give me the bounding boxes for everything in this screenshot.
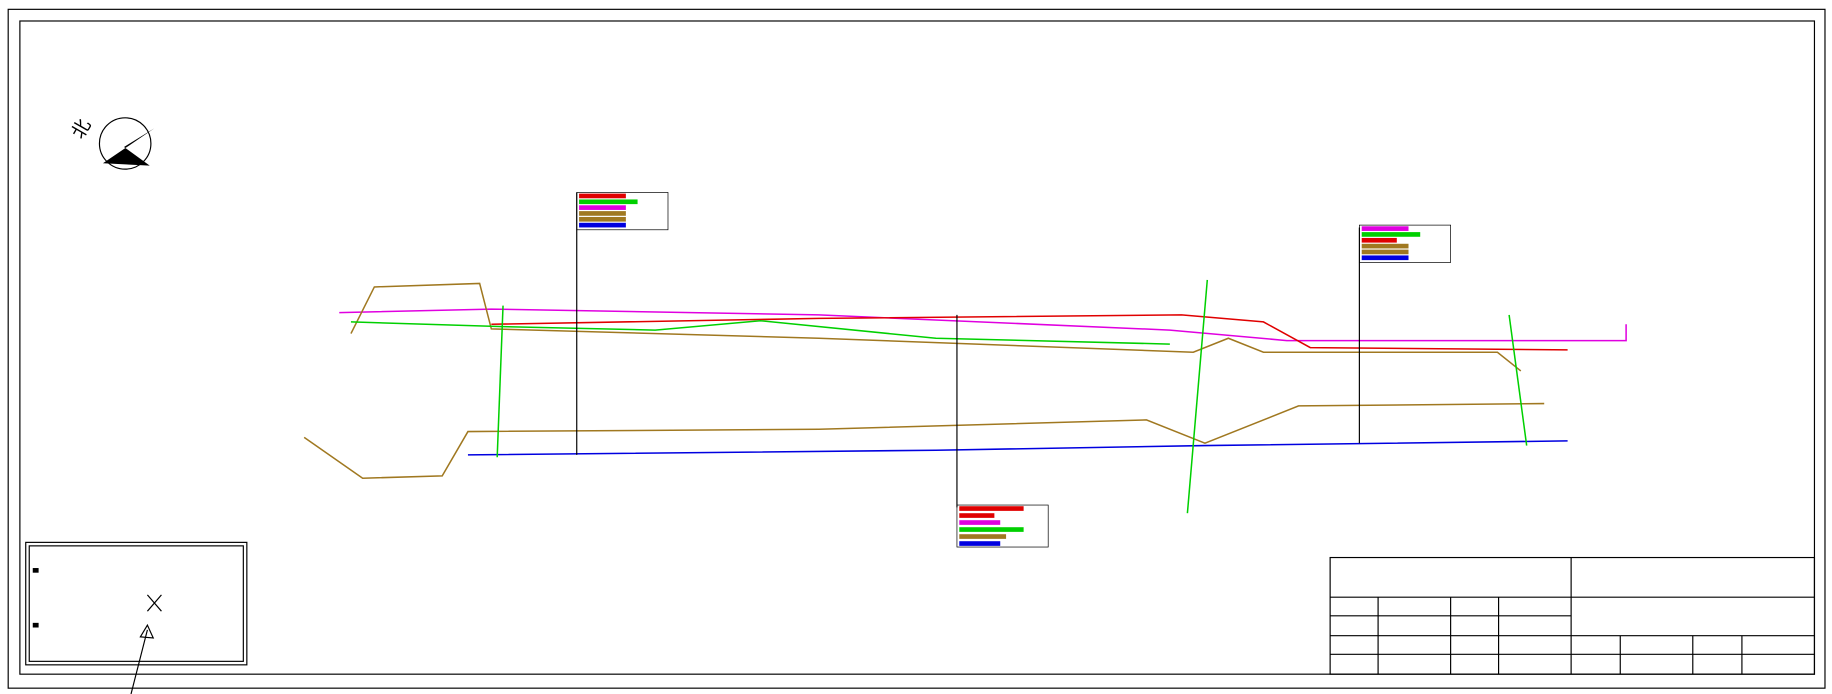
compass-ring [98, 117, 152, 170]
legend-swatch [959, 527, 1024, 532]
legend-frame [1359, 224, 1451, 263]
inset-frame [25, 541, 248, 666]
cross-mark [146, 594, 162, 612]
legend-swatch [579, 199, 638, 205]
legend-swatch [1361, 243, 1409, 249]
legend-swatch [959, 520, 1001, 525]
north-label: 北 [68, 116, 96, 143]
legend-frame [956, 504, 1049, 548]
legend-box [956, 504, 1049, 548]
pink-pipe [339, 308, 1627, 342]
legend-swatch [959, 541, 1001, 546]
cursor-arrow [130, 623, 155, 694]
leader-lines [576, 192, 1360, 508]
legend-swatch [1361, 232, 1421, 237]
green-pipe [1508, 314, 1528, 446]
legend-swatch [1361, 237, 1397, 243]
outer-frame [7, 8, 1826, 689]
green-pipe [350, 319, 1170, 345]
brown-pipe-lower [303, 402, 1545, 479]
inset-box [25, 541, 248, 694]
legend-swatch [579, 205, 626, 210]
red-pipe [491, 314, 1568, 351]
pipelines [303, 279, 1627, 514]
legend-swatch [959, 534, 1007, 539]
legend-box [576, 192, 669, 231]
inset-marker [32, 568, 39, 573]
legend-swatch [1361, 226, 1409, 231]
legend-swatch [579, 216, 626, 222]
compass-needle [102, 128, 155, 166]
blue-pipe [467, 440, 1568, 456]
brown-pipe-upper [350, 282, 1522, 372]
inner-frame [19, 20, 1816, 675]
legend-box [1359, 224, 1451, 263]
legend-swatch [1361, 255, 1409, 261]
north-arrow: 北 [68, 116, 155, 170]
legend-swatch [579, 222, 626, 228]
legend-swatch [959, 506, 1024, 511]
inset-marker [32, 622, 39, 628]
legend-swatch [959, 513, 995, 518]
legend-swatch [1361, 249, 1409, 255]
legend-swatch [579, 211, 626, 216]
legend-frame [576, 192, 669, 231]
green-pipe [1186, 279, 1209, 514]
inset-frame [28, 545, 244, 662]
legend-swatch [579, 193, 626, 199]
green-pipe [496, 305, 504, 458]
title-block [1329, 556, 1816, 675]
